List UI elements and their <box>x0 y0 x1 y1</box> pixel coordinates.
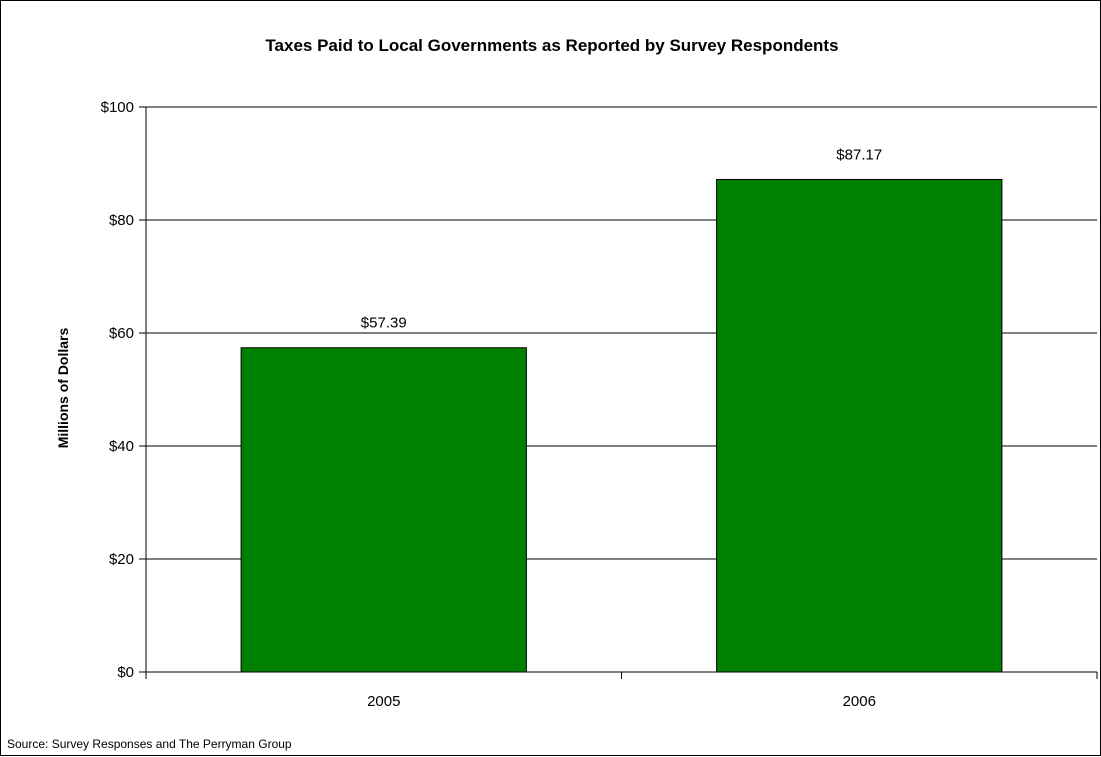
y-tick-label-3: $60 <box>109 325 134 342</box>
source-note: Source: Survey Responses and The Perryma… <box>7 737 292 751</box>
y-tick-label-1: $20 <box>109 551 134 568</box>
bar-2006 <box>716 178 1003 673</box>
x-tick-label-2005: 2005 <box>367 693 400 710</box>
labels: $0 $20 $40 $60 $80 $100 $57.39 2005 $87.17 2006 <box>101 99 883 710</box>
y-tick-label-4: $80 <box>109 212 134 229</box>
y-tick-label-2: $40 <box>109 438 134 455</box>
data-label-2006: $87.17 <box>836 146 882 163</box>
bars <box>240 178 1003 673</box>
bar-2005 <box>240 347 527 673</box>
chart-title: Taxes Paid to Local Governments as Repor… <box>265 36 838 55</box>
y-axis-title: Millions of Dollars <box>55 328 71 449</box>
y-tick-label-0: $0 <box>117 664 134 681</box>
data-label-2005: $57.39 <box>361 315 407 332</box>
axes <box>139 106 1098 679</box>
y-tick-label-5: $100 <box>101 99 134 116</box>
x-tick-label-2006: 2006 <box>843 693 876 710</box>
